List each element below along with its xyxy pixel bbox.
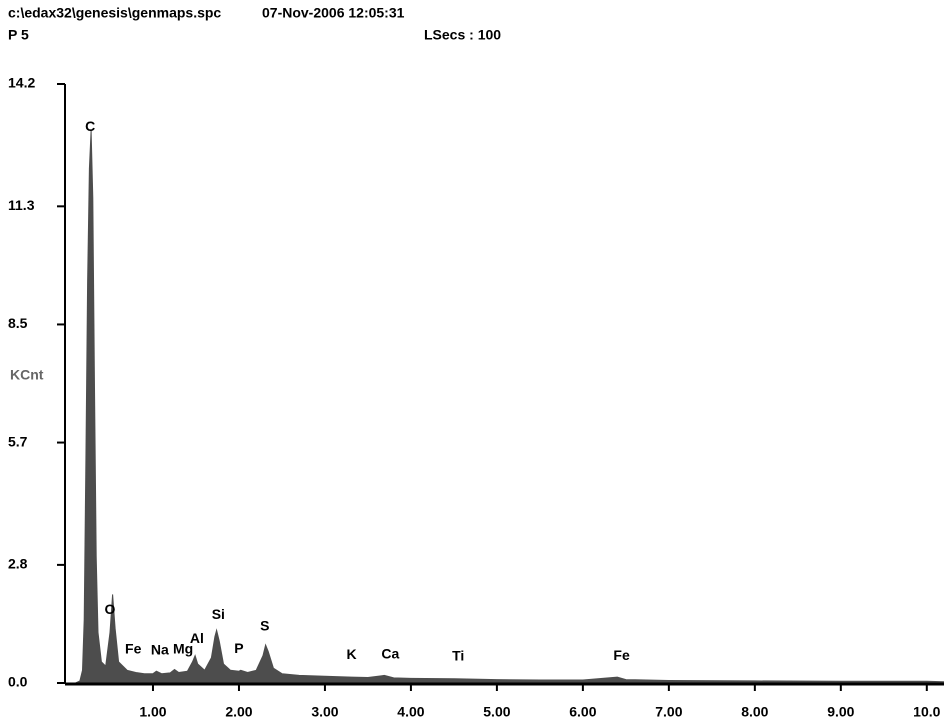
peak-label: O xyxy=(105,601,116,617)
y-tick-label: 5.7 xyxy=(8,433,28,449)
y-tick-label: 0.0 xyxy=(8,674,28,690)
x-tick-label: 8.00 xyxy=(741,704,768,720)
x-tick-label: 4.00 xyxy=(397,704,424,720)
subtitle: P 5 xyxy=(8,27,29,43)
y-tick-label: 11.3 xyxy=(8,197,35,213)
peak-label: Na xyxy=(151,642,169,658)
y-tick-label: 14.2 xyxy=(8,75,35,91)
peak-label: Al xyxy=(190,630,204,646)
peak-label: Ca xyxy=(381,646,399,662)
live-time: LSecs : 100 xyxy=(424,27,501,43)
file-path: c:\edax32\genesis\genmaps.spc xyxy=(8,5,221,21)
y-axis-label: KCnt xyxy=(10,367,44,383)
x-tick-label: 3.00 xyxy=(311,704,338,720)
peak-label: C xyxy=(85,118,95,134)
x-tick-label: 7.00 xyxy=(655,704,682,720)
peak-label: S xyxy=(260,617,269,633)
peak-label: Fe xyxy=(125,641,142,657)
x-tick-label: 2.00 xyxy=(225,704,252,720)
y-tick-label: 8.5 xyxy=(8,315,28,331)
peak-label: Fe xyxy=(613,647,630,663)
peak-label: P xyxy=(234,640,243,656)
peak-label: Mg xyxy=(173,641,193,657)
spectrum xyxy=(75,130,944,684)
peak-label: Si xyxy=(212,606,225,622)
x-tick-label: 6.00 xyxy=(569,704,596,720)
x-tick-label: 5.00 xyxy=(483,704,510,720)
timestamp: 07-Nov-2006 12:05:31 xyxy=(262,5,405,21)
peak-label: Ti xyxy=(452,648,464,664)
x-tick-label: 1.00 xyxy=(139,704,166,720)
x-tick-label: 9.00 xyxy=(827,704,854,720)
x-tick-label: 10.0 xyxy=(913,704,940,720)
peak-label: K xyxy=(347,646,357,662)
y-tick-label: 2.8 xyxy=(8,556,28,572)
